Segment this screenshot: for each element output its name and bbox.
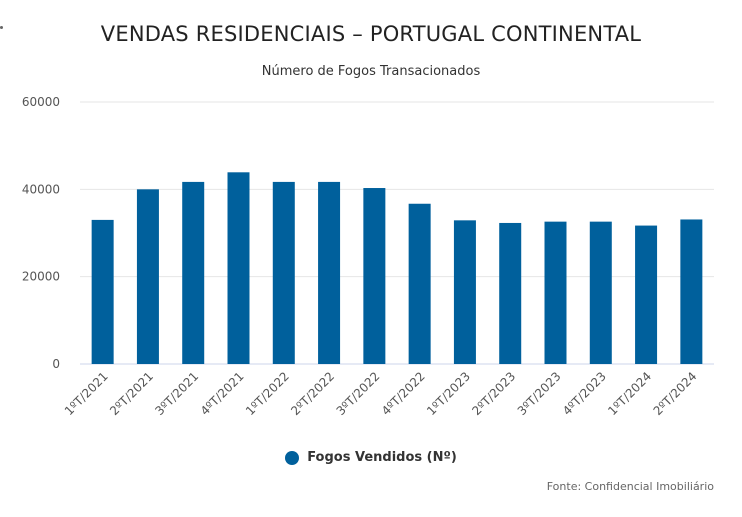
x-tick-label: 1ºT/2024 bbox=[605, 369, 654, 418]
x-tick-labels: 1ºT/20212ºT/20213ºT/20214ºT/20211ºT/2022… bbox=[62, 369, 700, 418]
bar[interactable] bbox=[363, 188, 386, 364]
x-tick-label: 4ºT/2021 bbox=[198, 369, 247, 418]
bar[interactable] bbox=[453, 220, 476, 364]
y-tick-labels: 0 20000 40000 60000 bbox=[22, 95, 60, 371]
gridlines bbox=[80, 101, 714, 365]
bar[interactable] bbox=[408, 203, 431, 364]
bar[interactable] bbox=[499, 222, 522, 364]
bar[interactable] bbox=[589, 221, 612, 364]
chart-credit[interactable]: Fonte: Confidencial Imobiliário bbox=[546, 480, 714, 493]
legend-swatch bbox=[285, 450, 300, 465]
bar[interactable] bbox=[680, 219, 703, 364]
bar[interactable] bbox=[635, 225, 658, 364]
bar[interactable] bbox=[544, 221, 567, 364]
bar[interactable] bbox=[182, 181, 205, 364]
legend-label-series: Fogos Vendidos (Nº) bbox=[307, 450, 457, 465]
x-tick-label: 1ºT/2022 bbox=[243, 369, 292, 418]
corner-dot bbox=[0, 26, 3, 29]
x-tick-label: 2ºT/2022 bbox=[288, 369, 337, 418]
bar[interactable] bbox=[318, 181, 341, 364]
x-tick-label: 2ºT/2021 bbox=[107, 369, 156, 418]
bar[interactable] bbox=[272, 181, 295, 364]
bar[interactable] bbox=[227, 172, 250, 364]
y-tick-label: 40000 bbox=[22, 182, 60, 196]
y-tick-label: 60000 bbox=[22, 95, 60, 109]
bar[interactable] bbox=[91, 219, 114, 364]
y-tick-label: 20000 bbox=[22, 270, 60, 284]
chart-subtitle: Número de Fogos Transacionados bbox=[261, 64, 481, 79]
y-tick-label: 0 bbox=[52, 357, 60, 371]
x-tick-label: 3ºT/2021 bbox=[152, 369, 201, 418]
bars bbox=[91, 172, 703, 364]
x-tick-label: 2ºT/2023 bbox=[469, 369, 518, 418]
x-tick-label: 4ºT/2023 bbox=[560, 369, 609, 418]
x-tick-label: 4ºT/2022 bbox=[379, 369, 428, 418]
x-tick-label: 1ºT/2021 bbox=[62, 369, 111, 418]
x-tick-label: 3ºT/2023 bbox=[515, 369, 564, 418]
bar[interactable] bbox=[136, 189, 159, 364]
x-tick-label: 3ºT/2022 bbox=[334, 369, 383, 418]
legend[interactable]: Fogos Vendidos (Nº) bbox=[0, 450, 742, 465]
x-tick-label: 1ºT/2023 bbox=[424, 369, 473, 418]
chart-title: VENDAS RESIDENCIAIS – PORTUGAL CONTINENT… bbox=[100, 22, 642, 46]
x-tick-label: 2ºT/2024 bbox=[651, 369, 700, 418]
